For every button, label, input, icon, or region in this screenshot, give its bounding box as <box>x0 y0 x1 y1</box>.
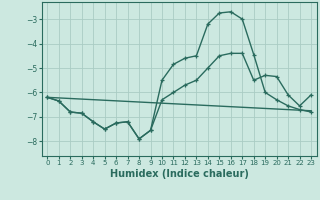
X-axis label: Humidex (Indice chaleur): Humidex (Indice chaleur) <box>110 169 249 179</box>
